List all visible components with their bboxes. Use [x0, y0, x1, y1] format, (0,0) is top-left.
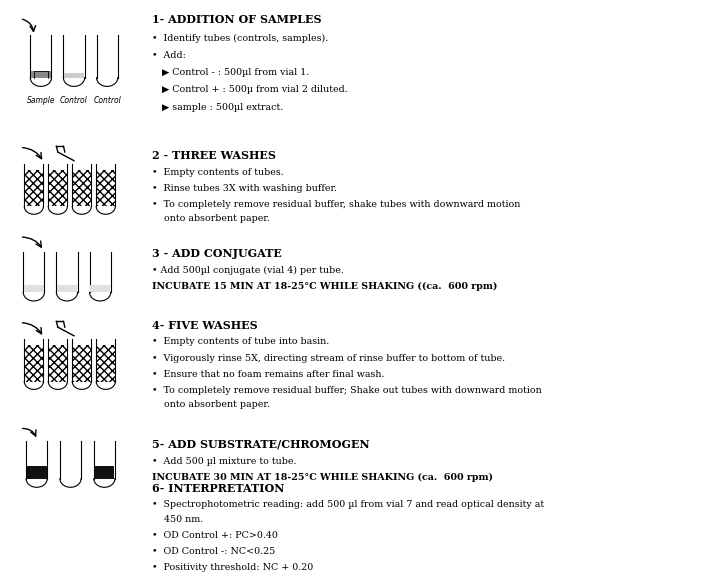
Text: 450 nm.: 450 nm. [164, 515, 204, 524]
Text: •  OD Control +: PC>0.40: • OD Control +: PC>0.40 [152, 531, 278, 540]
Bar [57, 285, 77, 293]
Text: •  Rinse tubes 3X with washing buffer.: • Rinse tubes 3X with washing buffer. [152, 184, 336, 192]
Text: •  Spectrophotometric reading: add 500 µl from vial 7 and read optical density a: • Spectrophotometric reading: add 500 µl… [152, 501, 544, 509]
Bar [90, 285, 110, 293]
Bar [64, 73, 84, 78]
Text: INCUBATE 15 MIN AT 18-25°C WHILE SHAKING ((ca.  600 rpm): INCUBATE 15 MIN AT 18-25°C WHILE SHAKING… [152, 282, 497, 291]
Text: •  Empty contents of tubes.: • Empty contents of tubes. [152, 168, 283, 176]
Bar [25, 345, 43, 382]
Bar [27, 465, 47, 479]
Text: •  Empty contents of tube into basin.: • Empty contents of tube into basin. [152, 338, 329, 346]
Text: •  To completely remove residual buffer; Shake out tubes with downward motion: • To completely remove residual buffer; … [152, 386, 541, 395]
Text: •  Positivity threshold: NC + 0.20: • Positivity threshold: NC + 0.20 [152, 563, 313, 573]
Text: •  Add:: • Add: [152, 51, 185, 60]
Text: •  Vigorously rinse 5X, directing stream of rinse buffer to bottom of tube.: • Vigorously rinse 5X, directing stream … [152, 354, 505, 362]
Bar [49, 170, 67, 207]
Text: •  To completely remove residual buffer, shake tubes with downward motion: • To completely remove residual buffer, … [152, 200, 520, 209]
Text: •  Ensure that no foam remains after final wash.: • Ensure that no foam remains after fina… [152, 370, 384, 378]
Text: onto absorbent paper.: onto absorbent paper. [164, 400, 270, 410]
Text: 6- INTERPRETATION: 6- INTERPRETATION [152, 483, 284, 494]
Text: •  Add 500 µl mixture to tube.: • Add 500 µl mixture to tube. [152, 457, 296, 465]
Text: ▶ Control - : 500µl from vial 1.: ▶ Control - : 500µl from vial 1. [162, 68, 309, 77]
Bar [25, 170, 43, 207]
Text: ▶ Control + : 500µ from vial 2 diluted.: ▶ Control + : 500µ from vial 2 diluted. [162, 85, 348, 94]
Text: 1- ADDITION OF SAMPLES: 1- ADDITION OF SAMPLES [152, 14, 321, 25]
Bar [73, 345, 90, 382]
Bar [49, 345, 67, 382]
Text: 4- FIVE WASHES: 4- FIVE WASHES [152, 320, 257, 331]
Text: Control: Control [60, 96, 88, 105]
Bar [97, 345, 114, 382]
Text: INCUBATE 30 MIN AT 18-25°C WHILE SHAKING (ca.  600 rpm): INCUBATE 30 MIN AT 18-25°C WHILE SHAKING… [152, 473, 493, 482]
Text: 2 - THREE WASHES: 2 - THREE WASHES [152, 150, 276, 161]
Bar [97, 170, 114, 207]
Text: •  OD Control -: NC<0.25: • OD Control -: NC<0.25 [152, 547, 275, 556]
Bar [24, 285, 44, 293]
Bar [31, 71, 51, 78]
Text: ▶ sample : 500µl extract.: ▶ sample : 500µl extract. [162, 103, 283, 112]
Text: 5- ADD SUBSTRATE/CHROMOGEN: 5- ADD SUBSTRATE/CHROMOGEN [152, 439, 369, 450]
Text: 3 - ADD CONJUGATE: 3 - ADD CONJUGATE [152, 248, 281, 259]
Text: Sample: Sample [27, 96, 55, 105]
Text: • Add 500µl conjugate (vial 4) per tube.: • Add 500µl conjugate (vial 4) per tube. [152, 266, 343, 275]
Text: onto absorbent paper.: onto absorbent paper. [164, 214, 270, 223]
Text: •  Identify tubes (controls, samples).: • Identify tubes (controls, samples). [152, 33, 328, 43]
Text: Control: Control [93, 96, 121, 105]
Bar [73, 170, 90, 207]
Bar [94, 465, 114, 479]
